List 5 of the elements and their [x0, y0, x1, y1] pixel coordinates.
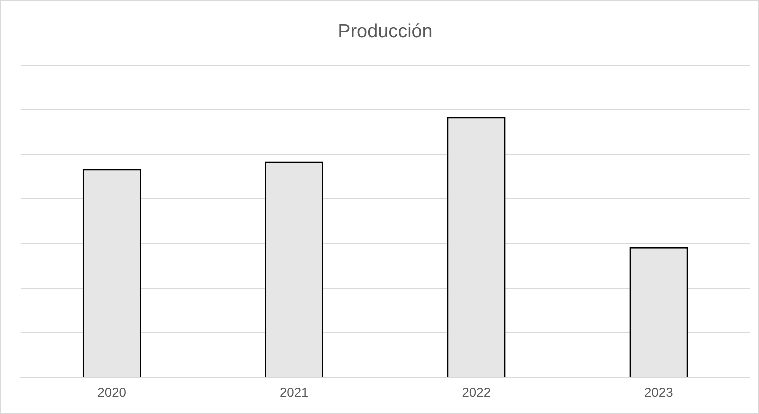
chart-title: Producción	[338, 21, 433, 42]
x-tick-label: 2020	[98, 384, 126, 400]
x-tick-label: 2021	[280, 384, 309, 400]
x-tick-label: 2022	[462, 384, 492, 400]
x-tick-label: 2023	[644, 384, 674, 400]
